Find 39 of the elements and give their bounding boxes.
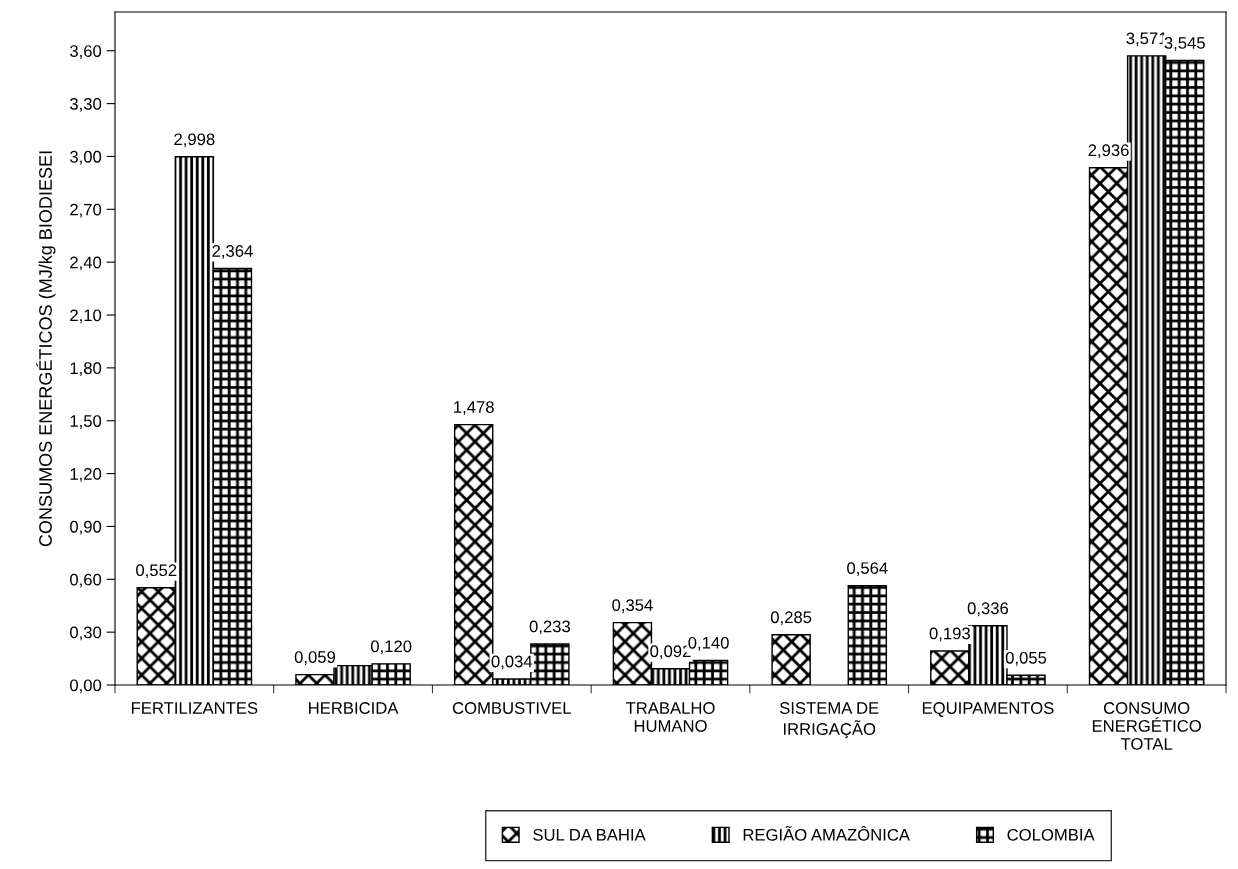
y-tick-label: 3,60 xyxy=(70,45,102,59)
legend-label: COLOMBIA xyxy=(1007,828,1095,841)
data-label: 0,120 xyxy=(370,640,412,655)
x-tick-label: TRABALHO HUMANO xyxy=(625,702,715,732)
legend-label: SUL DA BAHIA xyxy=(533,828,646,841)
y-tick-label: 2,10 xyxy=(70,309,102,324)
data-label: 0,055 xyxy=(1005,651,1047,666)
y-tick-label: 1,20 xyxy=(70,467,102,482)
data-label: 2,364 xyxy=(212,245,253,259)
legend-label: REGIÃO AMAZÔNICA xyxy=(743,825,910,841)
data-label: 0,285 xyxy=(770,611,812,626)
data-label: 0,233 xyxy=(529,620,570,635)
x-tick-label: EQUIPAMENTOS xyxy=(922,702,1054,717)
y-tick-label: 1,50 xyxy=(70,415,102,429)
data-label: 0,336 xyxy=(967,602,1009,617)
x-tick-label: CONSUMO ENERGÉTICO TOTAL xyxy=(1092,702,1201,750)
y-tick-label: 2,40 xyxy=(70,256,102,271)
y-tick-label: 0,30 xyxy=(70,626,102,641)
data-label: 0,059 xyxy=(294,651,336,665)
y-tick-label: 0,90 xyxy=(70,520,102,535)
x-tick-label: FERTILIZANTES xyxy=(131,702,258,714)
y-tick-label: 0,60 xyxy=(70,573,102,588)
x-tick-label: SISTEMA DE IRRIGAÇÃO xyxy=(779,702,879,739)
data-label: 2,936 xyxy=(1088,144,1129,159)
data-label: 0,193 xyxy=(929,627,970,642)
data-label: 0,552 xyxy=(136,564,177,579)
y-tick-label: 3,00 xyxy=(70,150,102,165)
x-tick-label: COMBUSTIVEL xyxy=(452,702,571,714)
y-tick-label: 1,80 xyxy=(70,362,102,377)
data-label: 1,478 xyxy=(454,401,494,415)
x-tick-label: HERBICIDA xyxy=(309,702,399,714)
y-tick-label: 3,30 xyxy=(70,98,102,112)
data-label: 0,034 xyxy=(491,655,533,670)
data-label: 0,564 xyxy=(847,562,888,576)
data-label: 0,354 xyxy=(612,599,653,613)
data-label: 2,998 xyxy=(174,133,215,148)
y-tick-label: 0,00 xyxy=(70,679,102,694)
y-axis-title: CONSUMOS ENERGÉTICOS (MJ/kg BIODIESEI xyxy=(36,151,56,547)
y-tick-label: 2,70 xyxy=(70,203,102,218)
